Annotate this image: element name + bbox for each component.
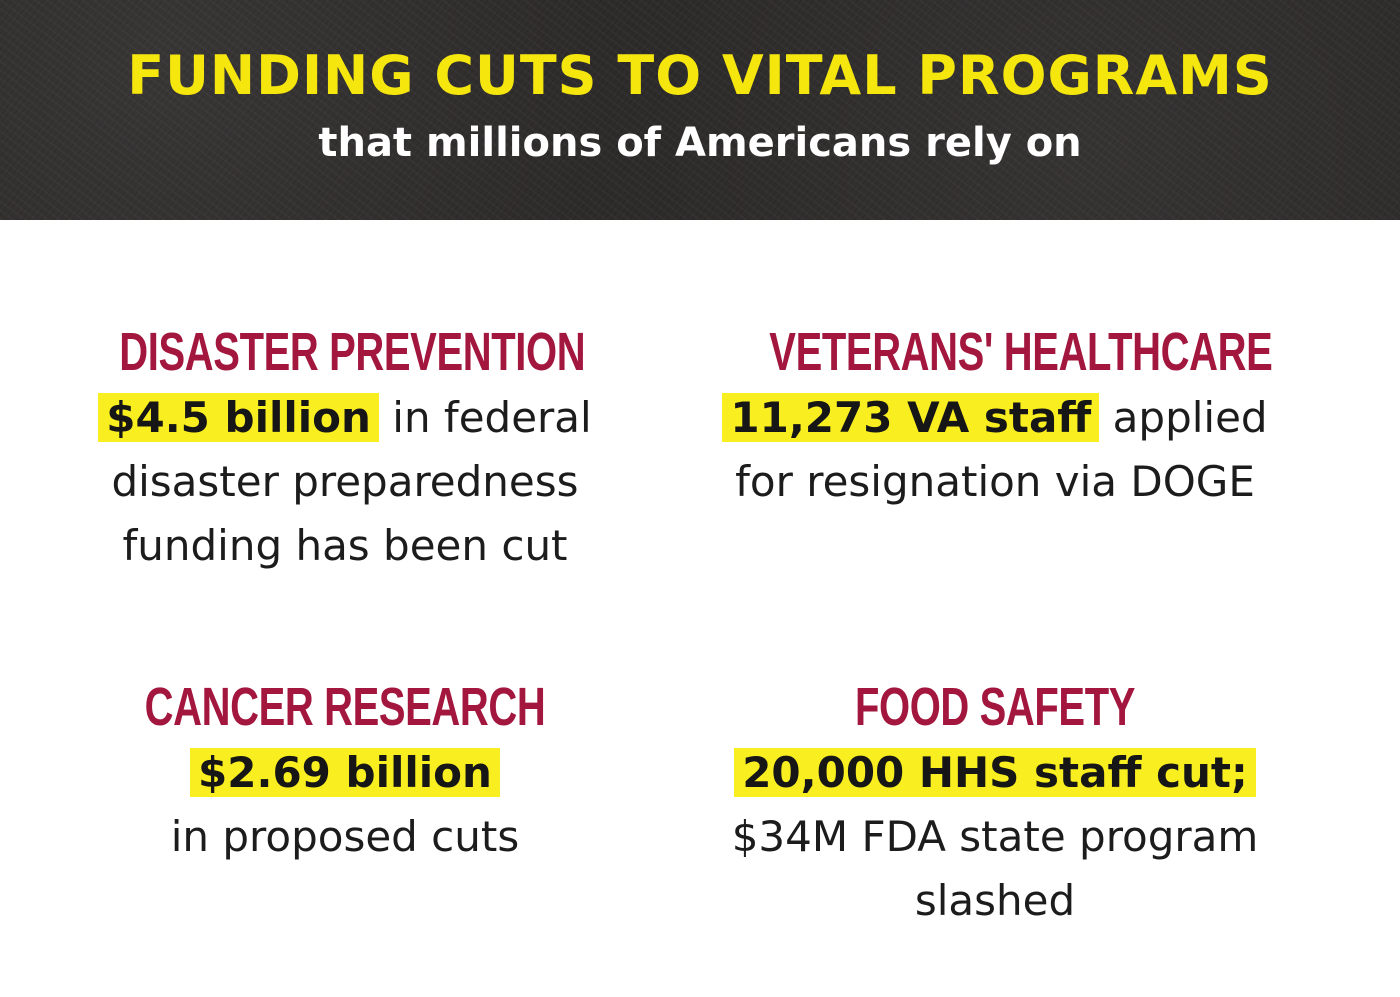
card-line: funding has been cut <box>122 521 568 570</box>
page-subtitle: that millions of Americans rely on <box>318 120 1082 166</box>
highlight-stat: 11,273 VA staff <box>722 393 1100 442</box>
card-body: $4.5 billion in federal disaster prepare… <box>40 386 650 578</box>
card-line: $4.5 billion in federal <box>40 386 650 450</box>
card-line: $2.69 billion <box>40 741 650 805</box>
card-heading: DISASTER PREVENTION <box>119 322 586 382</box>
card-body: $2.69 billion in proposed cuts <box>40 741 650 869</box>
card-body: 20,000 HHS staff cut; $34M FDA state pro… <box>690 741 1300 933</box>
page-title: FUNDING CUTS TO VITAL PROGRAMS <box>127 44 1273 107</box>
header-banner: FUNDING CUTS TO VITAL PROGRAMS that mill… <box>0 0 1400 220</box>
card-line: slashed <box>914 876 1076 925</box>
card-line: 20,000 HHS staff cut; <box>690 741 1300 805</box>
card-heading: FOOD SAFETY <box>854 677 1136 737</box>
highlight-stat: $2.69 billion <box>190 748 500 797</box>
card-line: disaster preparedness <box>111 457 579 506</box>
card-body: 11,273 VA staff applied for resignation … <box>690 386 1300 514</box>
card-line: for resignation via DOGE <box>735 457 1255 506</box>
card-disaster-prevention: DISASTER PREVENTION $4.5 billion in fede… <box>40 318 650 578</box>
card-line: 11,273 VA staff applied <box>690 386 1300 450</box>
card-line: $34M FDA state program <box>731 812 1259 861</box>
highlight-stat: 20,000 HHS staff cut; <box>734 748 1256 797</box>
card-heading: VETERANS' HEALTHCARE <box>769 322 1273 382</box>
card-food-safety: FOOD SAFETY 20,000 HHS staff cut; $34M F… <box>690 673 1300 933</box>
card-cancer-research: CANCER RESEARCH $2.69 billion in propose… <box>40 673 650 869</box>
card-line: in proposed cuts <box>170 812 520 861</box>
card-text: applied <box>1099 393 1268 442</box>
highlight-stat: $4.5 billion <box>98 393 379 442</box>
card-text: in federal <box>378 393 592 442</box>
card-heading: CANCER RESEARCH <box>144 677 546 737</box>
card-veterans-healthcare: VETERANS' HEALTHCARE 11,273 VA staff app… <box>690 318 1300 514</box>
